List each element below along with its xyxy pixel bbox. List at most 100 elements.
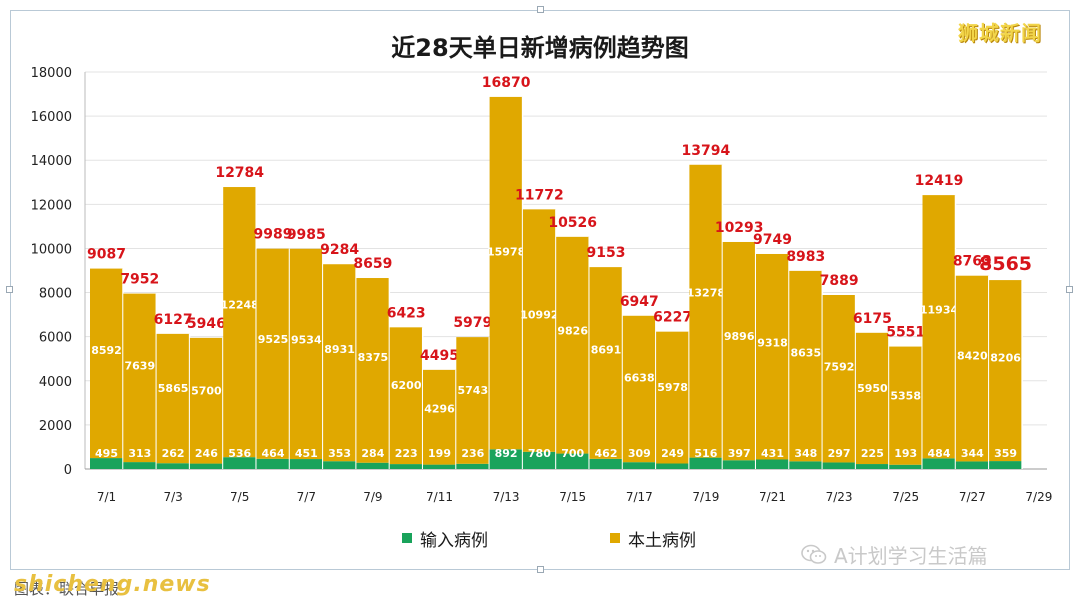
bar-local bbox=[223, 187, 257, 458]
local-value-label: 9525 bbox=[258, 333, 289, 346]
bar-imported bbox=[922, 458, 956, 469]
bar-local bbox=[955, 275, 989, 462]
resize-handle-left[interactable] bbox=[6, 286, 13, 293]
local-value-label: 11934 bbox=[920, 304, 959, 317]
y-tick-label: 0 bbox=[64, 463, 72, 478]
imported-swatch bbox=[402, 533, 412, 543]
local-value-label: 8691 bbox=[591, 343, 622, 356]
imported-value-label: 464 bbox=[262, 447, 285, 460]
bar-imported bbox=[90, 458, 123, 469]
imported-value-label: 451 bbox=[295, 447, 318, 460]
local-value-label: 10992 bbox=[520, 308, 558, 321]
bar-local bbox=[689, 164, 723, 458]
total-value-label: 8983 bbox=[786, 249, 825, 265]
local-value-label: 9896 bbox=[724, 330, 755, 343]
bar-imported bbox=[756, 459, 789, 469]
wechat-label: A计划学习生活篇 bbox=[834, 544, 988, 568]
legend-local: 本土病例 bbox=[610, 526, 696, 551]
bar-local bbox=[423, 369, 456, 465]
total-value-label: 6423 bbox=[387, 305, 426, 321]
bar-imported bbox=[855, 464, 889, 469]
local-value-label: 5700 bbox=[191, 384, 222, 397]
total-value-label: 7952 bbox=[120, 272, 159, 288]
resize-handle-bottom[interactable] bbox=[537, 566, 544, 573]
bar-local bbox=[889, 346, 923, 465]
imported-value-label: 495 bbox=[95, 447, 118, 460]
local-value-label: 7639 bbox=[124, 359, 155, 372]
imported-value-label: 484 bbox=[928, 447, 951, 460]
x-tick-label: 7/5 bbox=[230, 490, 249, 504]
total-value-label: 10526 bbox=[548, 215, 597, 231]
local-value-label: 9534 bbox=[291, 333, 322, 346]
imported-value-label: 344 bbox=[961, 447, 984, 460]
total-value-label: 9087 bbox=[87, 247, 126, 263]
bar-local bbox=[90, 268, 123, 459]
total-value-label: 8659 bbox=[353, 256, 392, 272]
imported-value-label: 309 bbox=[628, 447, 651, 460]
x-tick-label: 7/21 bbox=[759, 490, 786, 504]
total-value-label: 8565 bbox=[979, 253, 1032, 275]
local-value-label: 8206 bbox=[990, 352, 1021, 365]
total-value-label: 9153 bbox=[587, 245, 626, 261]
bar-local bbox=[989, 280, 1023, 462]
y-tick-label: 14000 bbox=[31, 154, 72, 169]
x-tick-label: 7/13 bbox=[493, 490, 520, 504]
bar-imported bbox=[989, 461, 1023, 469]
x-tick-label: 7/23 bbox=[826, 490, 853, 504]
bar-imported bbox=[622, 462, 656, 469]
x-tick-label: 7/7 bbox=[297, 490, 316, 504]
bar-imported bbox=[356, 462, 390, 469]
imported-value-label: 780 bbox=[528, 447, 551, 460]
total-value-label: 6175 bbox=[853, 311, 892, 327]
bar-imported bbox=[955, 461, 989, 469]
x-tick-label: 7/29 bbox=[1025, 490, 1052, 504]
bar-local bbox=[289, 248, 323, 460]
total-value-label: 5946 bbox=[187, 316, 226, 332]
bar-imported bbox=[589, 458, 623, 469]
local-value-label: 12248 bbox=[221, 299, 259, 312]
x-tick-label: 7/19 bbox=[692, 490, 719, 504]
total-value-label: 9985 bbox=[287, 227, 326, 243]
imported-value-label: 199 bbox=[428, 447, 451, 460]
resize-handle-top[interactable] bbox=[537, 6, 544, 13]
resize-handle-right[interactable] bbox=[1066, 286, 1073, 293]
bar-imported bbox=[722, 460, 756, 469]
total-value-label: 5551 bbox=[886, 325, 925, 341]
total-value-label: 7889 bbox=[820, 273, 859, 289]
bar-imported bbox=[556, 453, 590, 469]
legend-imported-label: 输入病例 bbox=[420, 530, 488, 551]
local-value-label: 6200 bbox=[391, 379, 422, 392]
total-value-label: 6227 bbox=[653, 310, 692, 326]
imported-value-label: 462 bbox=[595, 447, 618, 460]
local-value-label: 5950 bbox=[857, 382, 888, 395]
source-note: 图表：联合早报 bbox=[14, 580, 120, 598]
total-value-label: 9989 bbox=[254, 227, 293, 243]
bar-imported bbox=[223, 457, 257, 469]
bar-local bbox=[922, 195, 956, 459]
local-value-label: 5978 bbox=[657, 381, 688, 394]
bar-local bbox=[589, 267, 623, 459]
local-value-label: 9826 bbox=[557, 324, 588, 337]
y-tick-label: 4000 bbox=[39, 375, 72, 390]
imported-value-label: 353 bbox=[328, 447, 351, 460]
total-value-label: 11772 bbox=[515, 187, 564, 203]
legend-imported: 输入病例 bbox=[402, 526, 488, 551]
local-value-label: 8375 bbox=[358, 351, 389, 364]
bar-local bbox=[855, 332, 889, 465]
total-value-label: 6127 bbox=[154, 312, 193, 328]
bar-local bbox=[356, 278, 390, 463]
bar-local bbox=[456, 337, 490, 464]
y-tick-label: 10000 bbox=[31, 242, 72, 257]
local-value-label: 5358 bbox=[890, 390, 921, 403]
imported-value-label: 225 bbox=[861, 447, 884, 460]
imported-value-label: 359 bbox=[994, 447, 1017, 460]
imported-value-label: 297 bbox=[828, 447, 851, 460]
bar-imported bbox=[689, 457, 723, 469]
local-swatch bbox=[610, 533, 620, 543]
local-value-label: 15978 bbox=[487, 246, 525, 259]
bar-local bbox=[522, 209, 556, 452]
imported-value-label: 249 bbox=[661, 447, 684, 460]
brand-logo: 狮城新闻 bbox=[958, 21, 1042, 45]
bar-local bbox=[756, 253, 789, 460]
